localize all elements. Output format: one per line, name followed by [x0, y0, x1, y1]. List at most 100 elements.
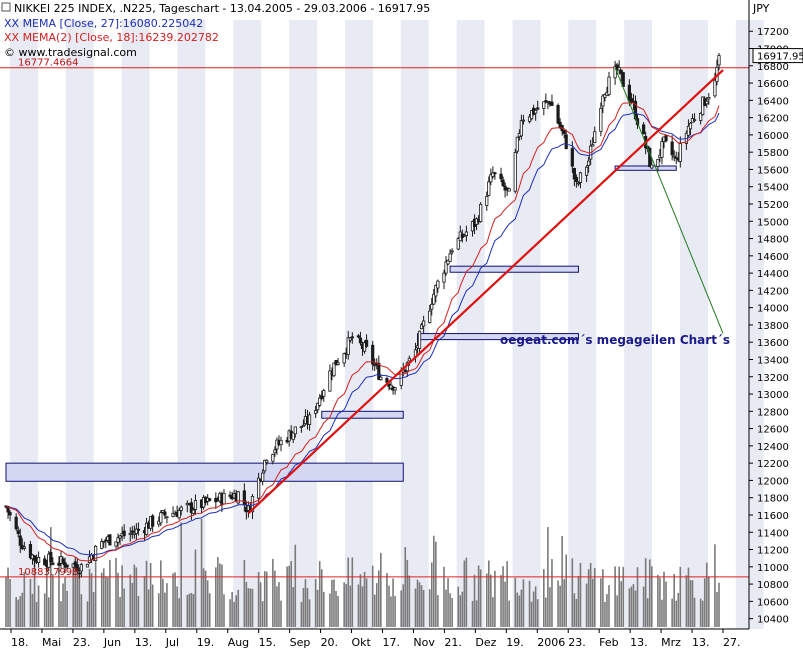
volume-bar — [208, 593, 211, 627]
band — [233, 20, 262, 629]
support-zones — [5, 165, 677, 482]
band — [512, 20, 541, 629]
candle-body — [534, 109, 538, 114]
volume-bar — [463, 560, 466, 627]
candle-body — [607, 76, 611, 96]
volume-bar — [9, 578, 11, 627]
candle-body — [513, 152, 517, 192]
source-credit: © www.tradesignal.com — [4, 46, 137, 59]
volume-bar — [636, 567, 639, 627]
time-tick-label: 15. — [259, 636, 277, 649]
volume-bar — [88, 568, 91, 627]
candle-body — [556, 104, 560, 124]
candle-body — [301, 424, 306, 427]
volume-bar — [29, 578, 32, 627]
time-axis: 18. Mai 23. Jun 13. Jul 19. Aug 15. Sep 20. Okt 17. N… — [0, 628, 749, 649]
candle-body — [570, 148, 574, 167]
volume-bar — [371, 565, 374, 627]
candle-body — [529, 110, 534, 120]
legend-toggle-icon[interactable] — [1, 2, 11, 12]
candle-body — [613, 66, 617, 79]
band — [624, 20, 653, 629]
time-tick-label: 17. — [382, 636, 400, 649]
volume-bar — [502, 566, 504, 627]
candle-body — [448, 253, 452, 263]
volume-bar — [202, 568, 205, 627]
volume-bar — [5, 576, 7, 627]
volume-bar — [121, 565, 123, 627]
price-tick-label: 12200 — [757, 459, 789, 470]
volume-bar — [589, 562, 592, 627]
time-tick-label: 13. — [692, 636, 710, 649]
volume-bar — [604, 601, 606, 627]
price-tick-label: 17200 — [757, 27, 789, 38]
legend-mema-18[interactable]: XX MEMA(2) [Close, 18]:16239.202782 — [4, 31, 219, 44]
mema-27-line[interactable] — [5, 112, 720, 556]
volume-bar — [300, 601, 303, 627]
volume-bar — [43, 593, 46, 627]
candle-body — [434, 285, 438, 297]
support-zone[interactable] — [321, 410, 404, 419]
volume-bar — [107, 577, 109, 627]
volume-bar — [37, 585, 40, 627]
price-tick-label: 10800 — [757, 580, 789, 591]
volume-bar — [659, 577, 661, 627]
candle-body — [515, 136, 519, 152]
candle-body — [118, 535, 122, 539]
volume-bar — [318, 561, 321, 627]
volume-bar — [465, 557, 468, 627]
price-tick-label: 10400 — [757, 615, 789, 626]
volume-bar — [414, 588, 417, 627]
candle-body — [493, 172, 497, 175]
candle-body — [627, 84, 631, 101]
candle-body — [18, 535, 22, 546]
candle-body — [161, 510, 165, 513]
support-zone[interactable] — [614, 165, 677, 171]
volume-bar — [534, 586, 537, 627]
legend-mema-27[interactable]: XX MEMA [Close, 27]:16080.225042 — [4, 17, 203, 30]
volume-bar — [699, 598, 702, 627]
volume-bar — [160, 560, 162, 627]
band — [289, 20, 318, 629]
candle-body — [108, 534, 112, 546]
time-tick-label: Mrz — [661, 636, 681, 649]
volume-bar — [600, 578, 602, 627]
volume-bar — [17, 599, 20, 627]
candle-body — [57, 562, 61, 566]
volume-bar — [278, 582, 280, 627]
volume-bar — [351, 557, 354, 627]
volume-bar — [306, 588, 309, 627]
volume-bar — [180, 522, 182, 627]
support-zone[interactable] — [417, 333, 579, 341]
volume-bar — [408, 575, 411, 627]
volume-bar — [365, 578, 368, 627]
volume-bar — [21, 592, 24, 627]
volume-bar — [616, 595, 618, 627]
volume-bar — [361, 586, 364, 627]
candle-body — [116, 537, 120, 543]
candle-body — [356, 335, 361, 338]
candle-body — [572, 168, 576, 180]
volume-bar — [272, 558, 274, 627]
volume-bar — [445, 589, 447, 627]
chart-annotation: oegeat.com´s megageilen Chart´s — [500, 333, 730, 347]
volume-bar — [718, 582, 720, 627]
volume-bar — [671, 598, 673, 627]
volume-bar — [657, 574, 659, 627]
price-tick-label: 13000 — [757, 390, 789, 401]
price-tick-label: 11400 — [757, 528, 789, 539]
volume-bar — [119, 597, 121, 627]
candle-body — [75, 564, 79, 572]
volume-bar — [532, 591, 535, 627]
candle-body — [36, 557, 41, 564]
volume-bar — [135, 567, 138, 627]
candle-body — [348, 337, 352, 341]
time-tick-label: Mai — [42, 636, 61, 649]
support-zone[interactable] — [5, 462, 404, 482]
mema-18-line[interactable] — [5, 102, 720, 562]
uptrend-line[interactable] — [247, 69, 724, 515]
volume-bar — [92, 592, 95, 627]
downtrend-line[interactable] — [614, 67, 724, 334]
volume-bar — [518, 595, 521, 627]
